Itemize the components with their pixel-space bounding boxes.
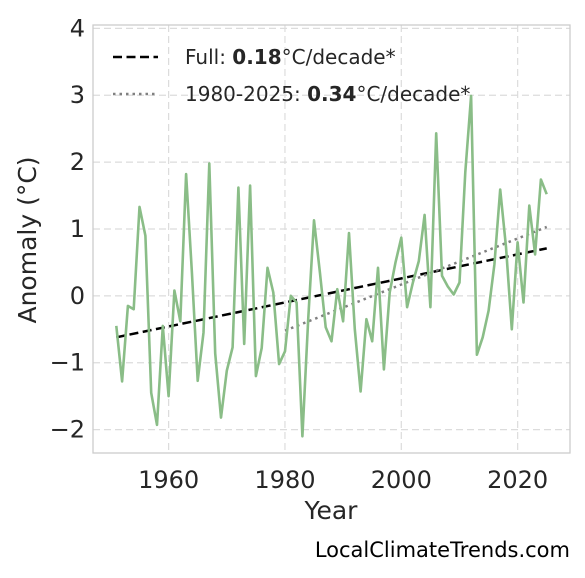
- x-axis-title: Year: [304, 496, 359, 525]
- legend-full-prefix: Full:: [185, 45, 232, 69]
- x-tick-label: 2000: [371, 466, 432, 494]
- legend-recent-value: 0.34: [307, 82, 356, 106]
- watermark: LocalClimateTrends.com: [315, 538, 570, 562]
- y-tick-label: 4: [70, 14, 85, 42]
- y-tick-labels: −2 −1 0 1 2 3 4: [50, 14, 85, 443]
- x-tick-label: 2020: [487, 466, 548, 494]
- x-tick-label: 1980: [254, 466, 315, 494]
- y-tick-label: 2: [70, 148, 85, 176]
- x-tick-labels: 1960 1980 2000 2020: [138, 466, 548, 494]
- recent-trend-line: [284, 225, 548, 332]
- legend-full-label: Full: 0.18°C/decade*: [185, 45, 396, 69]
- legend: Full: 0.18°C/decade* 1980-2025: 0.34°C/d…: [113, 45, 470, 106]
- y-tick-label: 0: [70, 282, 85, 310]
- legend-full-value: 0.18: [232, 45, 281, 69]
- legend-recent-prefix: 1980-2025:: [185, 82, 307, 106]
- legend-full-suffix: °C/decade*: [282, 45, 396, 69]
- y-axis-title: Anomaly (°C): [13, 156, 42, 323]
- legend-recent-suffix: °C/decade*: [356, 82, 470, 106]
- series-line: [115, 94, 548, 438]
- plot-background: [93, 25, 570, 453]
- y-tick-label: −2: [50, 416, 85, 444]
- y-tick-label: 1: [70, 215, 85, 243]
- series-lines: [115, 94, 548, 438]
- y-tick-label: 3: [70, 81, 85, 109]
- plot-frame: [92, 24, 571, 454]
- y-tick-label: −1: [50, 349, 85, 377]
- x-tick-label: 1960: [138, 466, 199, 494]
- legend-recent-label: 1980-2025: 0.34°C/decade*: [185, 82, 470, 106]
